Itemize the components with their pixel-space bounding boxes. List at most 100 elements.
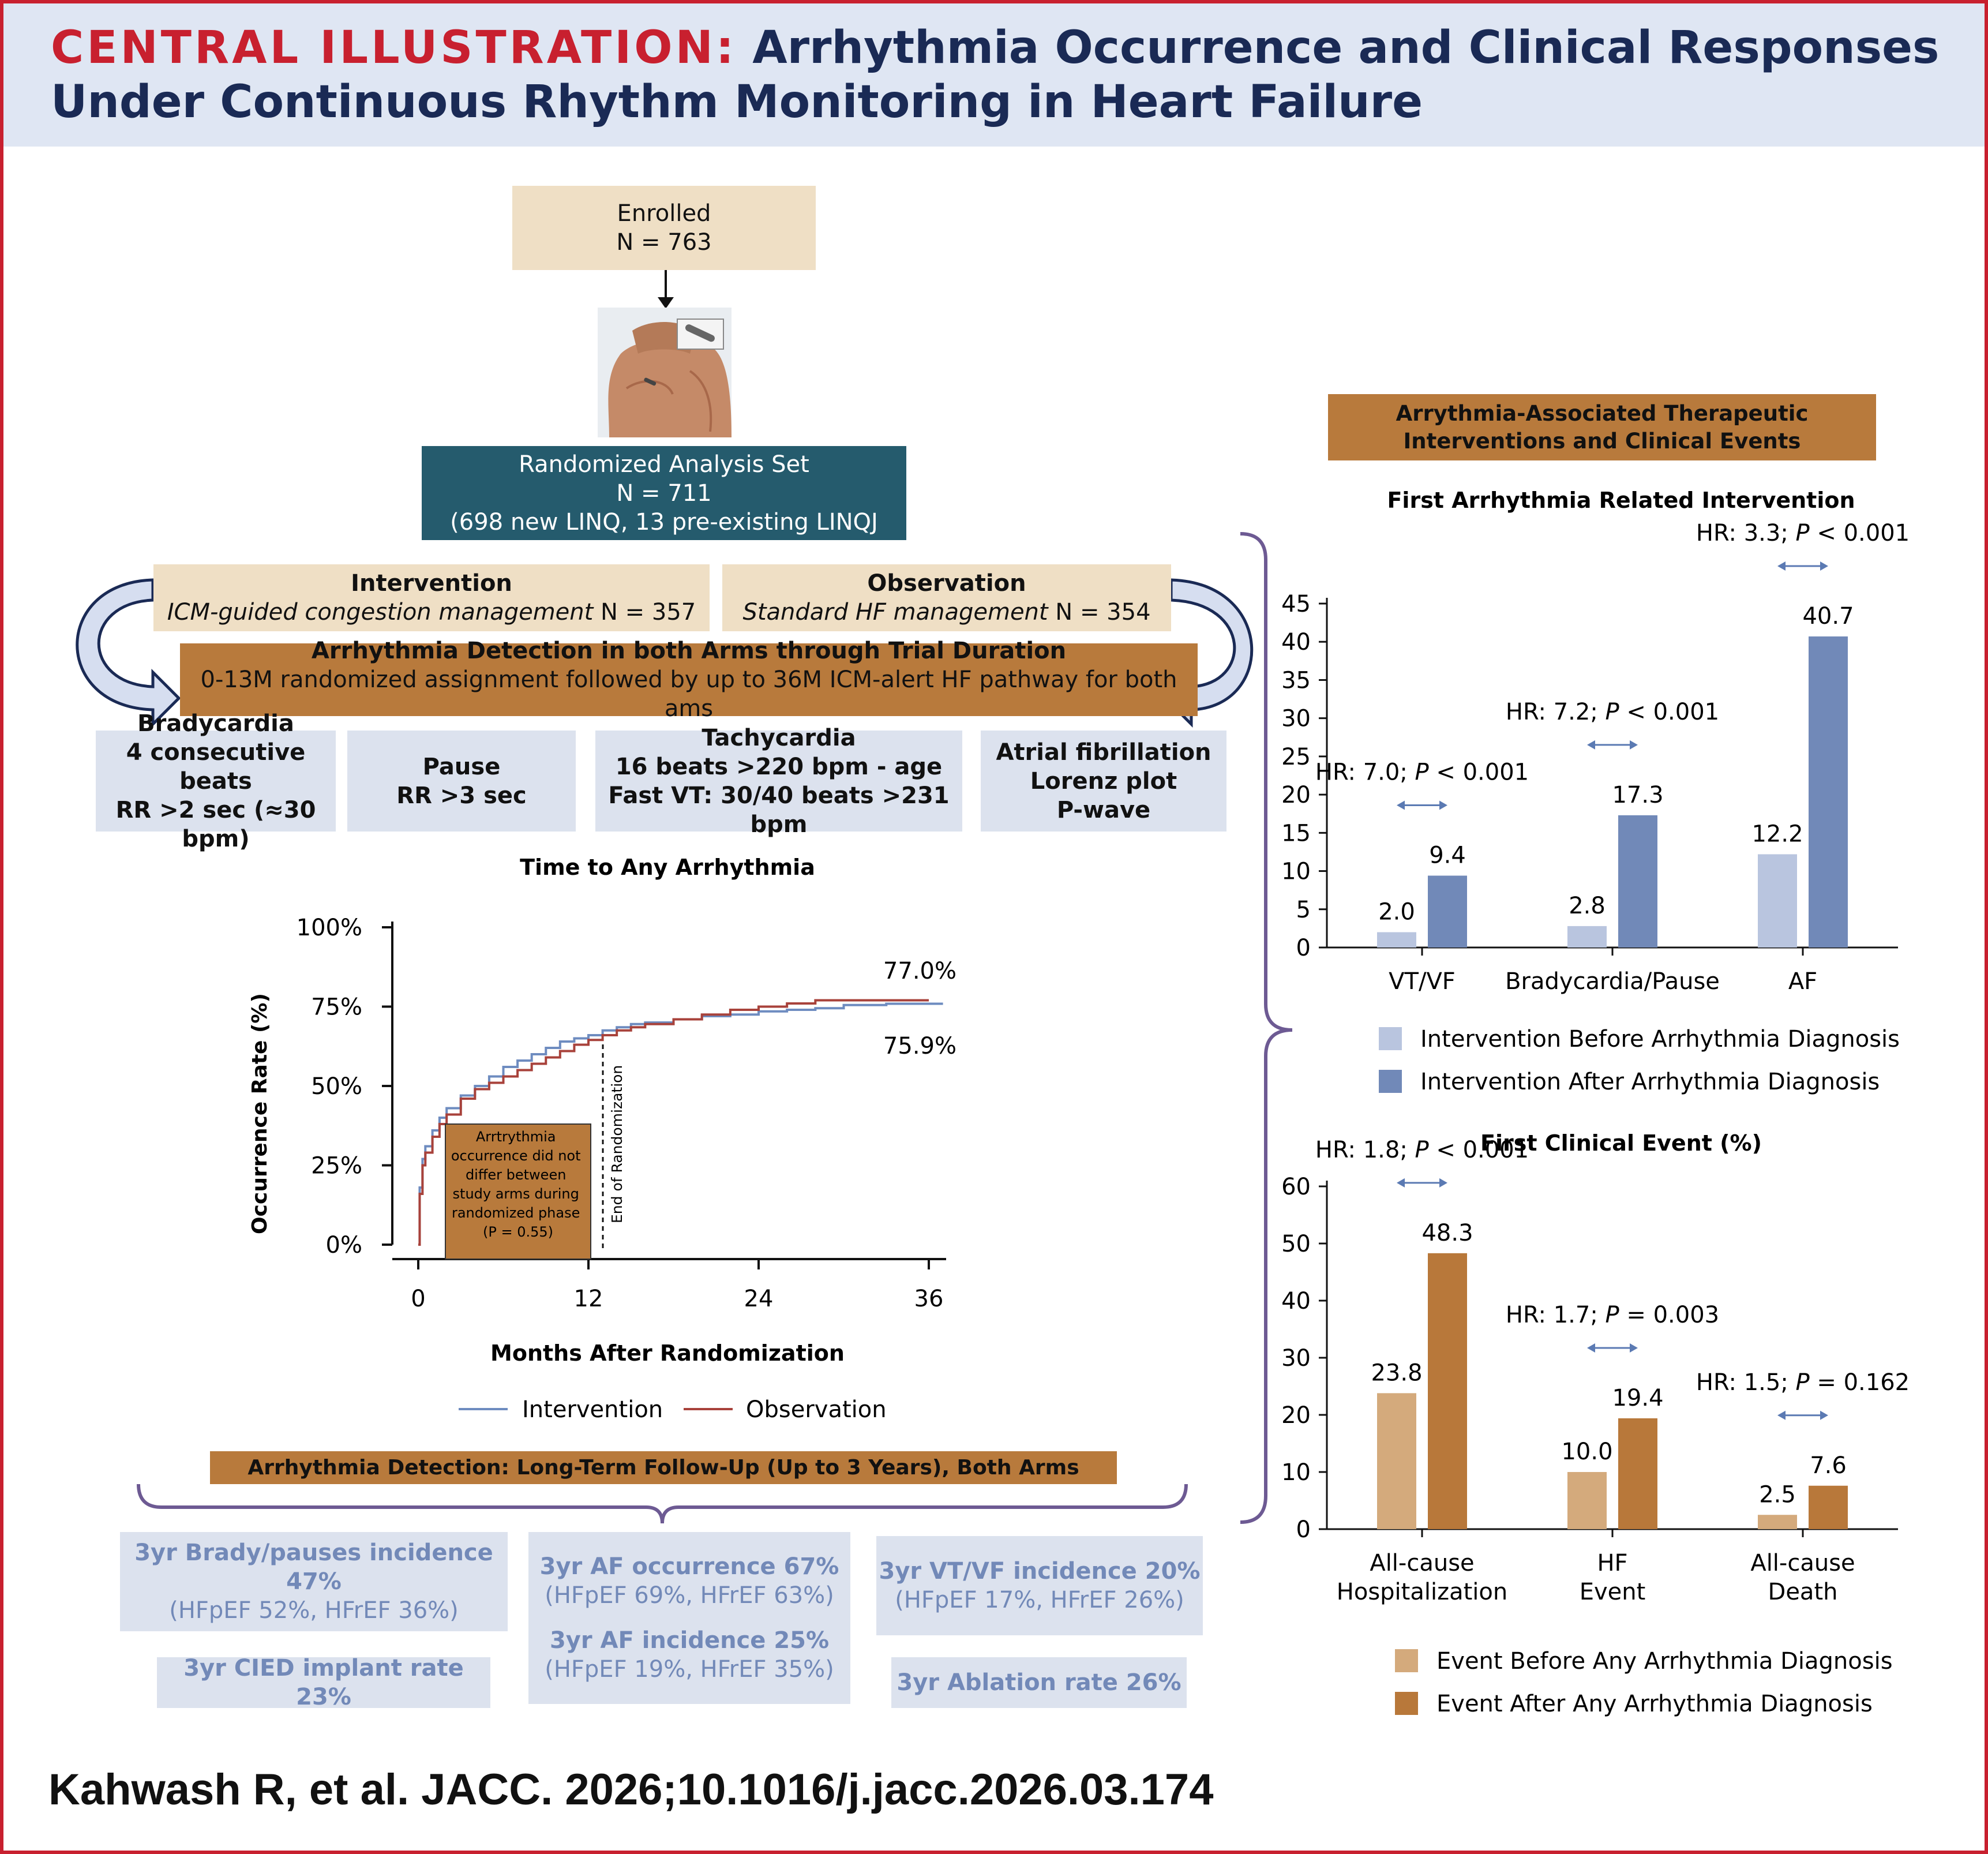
bar-before <box>1377 1393 1416 1529</box>
bar-category-label: Hospitalization <box>1337 1579 1507 1605</box>
bar-chart-title: First Arrhythmia Related Intervention <box>1387 488 1855 513</box>
enrolled-n: N = 763 <box>616 229 712 256</box>
bar-after <box>1428 875 1467 947</box>
legend-intervention-label: Intervention <box>522 1396 663 1423</box>
citation: Kahwash R, et al. JACC. 2026;10.1016/j.j… <box>48 1765 1214 1814</box>
bar-y-tick-label: 20 <box>1281 1402 1311 1429</box>
hr-arrow-left-head <box>1777 561 1786 571</box>
bar-value-label: 9.4 <box>1429 842 1466 869</box>
enrolled-box: Enrolled N = 763 <box>512 186 816 270</box>
legend-label: Intervention Before Arrhythmia Diagnosis <box>1420 1026 1900 1053</box>
longterm-bracket <box>137 1484 1188 1524</box>
bar-category-label: AF <box>1788 968 1817 995</box>
af-box: 3yr AF occurrence 67% (HFpEF 69%, HFrEF … <box>528 1532 850 1704</box>
bar-y-tick-label: 50 <box>1281 1231 1311 1257</box>
page-title: CENTRAL ILLUSTRATION: Arrhythmia Occurre… <box>51 21 1955 129</box>
bar-y-tick-label: 30 <box>1281 706 1311 732</box>
criteria-bradycardia: Bradycardia 4 consecutive beats RR >2 se… <box>96 710 336 852</box>
km-note-line-3: differ between <box>466 1167 566 1183</box>
bar-category-label: All-cause <box>1750 1550 1855 1576</box>
km-y-tick-label: 0% <box>326 1232 362 1259</box>
bar-y-tick-label: 35 <box>1281 667 1311 694</box>
brady-incidence-title: 3yr Brady/pauses incidence 47% <box>134 1540 493 1595</box>
bar-y-tick-label: 0 <box>1296 935 1311 961</box>
km-note-line-1: Arrtrythmia <box>476 1129 556 1145</box>
km-chart: Time to Any Arrhythmia Occurrence Rate (… <box>248 855 957 1423</box>
criteria-af-line1: Lorenz plot <box>1030 767 1177 795</box>
km-y-tick-label: 25% <box>311 1153 362 1179</box>
intervention-bar-chart: First Arrhythmia Related Intervention 0 5 1… <box>1281 488 1910 1095</box>
km-x-tick-label: 0 <box>411 1286 425 1312</box>
detection-title: Arrhythmia Detection in both Arms throug… <box>311 638 1067 664</box>
legend-label: Event Before Any Arrhythmia Diagnosis <box>1436 1648 1893 1675</box>
intervention-arm-n: N = 357 <box>593 599 696 626</box>
hr-label: HR: 7.0; P < 0.001 <box>1315 759 1529 786</box>
bar-value-label: 48.3 <box>1421 1220 1473 1246</box>
bar-before <box>1758 1515 1797 1529</box>
right-panel-header-line2: Interventions and Clinical Events <box>1403 428 1801 454</box>
criteria-af-title: Atrial fibrillation <box>996 739 1211 766</box>
bar-y-tick-label: 30 <box>1281 1345 1311 1372</box>
randomized-title: Randomized Analysis Set <box>519 451 809 478</box>
legend-swatch <box>1395 1649 1418 1672</box>
central-illustration-label: CENTRAL ILLUSTRATION: <box>51 22 737 74</box>
randomized-n: N = 711 <box>616 480 712 507</box>
cycle-arrow-left-icon <box>76 578 181 728</box>
brady-incidence-sub: (HFpEF 52%, HFrEF 36%) <box>169 1597 459 1624</box>
criteria-bradycardia-line1: 4 consecutive beats <box>126 739 306 795</box>
right-panel-header: Arrythmia-Associated Therapeutic Interve… <box>1328 394 1876 460</box>
km-ylabel: Occurrence Rate (%) <box>248 993 272 1234</box>
vt-incidence-title: 3yr VT/VF incidence 20% <box>879 1558 1201 1585</box>
bar-before <box>1567 926 1607 947</box>
hr-arrow-left-head <box>1397 800 1405 810</box>
observation-arm-desc: Standard HF management <box>742 599 1048 626</box>
longterm-title: Arrhythmia Detection: Long-Term Follow-U… <box>247 1456 1079 1480</box>
bar-value-label: 7.6 <box>1810 1452 1847 1479</box>
header-banner <box>3 3 1985 147</box>
observation-arm-box: Observation Standard HF management N = 3… <box>722 564 1171 631</box>
hr-arrow-right-head <box>1820 561 1828 571</box>
criteria-af-line2: P-wave <box>1056 796 1151 823</box>
bar-value-label: 40.7 <box>1802 603 1854 630</box>
longterm-title-box: Arrhythmia Detection: Long-Term Follow-U… <box>210 1451 1117 1484</box>
intervention-arm-desc: ICM-guided congestion management <box>167 599 594 626</box>
bar-y-tick-label: 15 <box>1281 820 1311 847</box>
criteria-tachycardia-line2: Fast VT: 30/40 beats >231 bpm <box>608 782 950 838</box>
af-occurrence-title: 3yr AF occurrence 67% <box>539 1553 839 1580</box>
km-lines <box>418 999 943 1246</box>
bar-value-label: 2.0 <box>1378 899 1415 926</box>
cied-rate: 3yr CIED implant rate 23% <box>183 1655 464 1710</box>
km-y-tick-label: 75% <box>311 994 362 1021</box>
criteria-af: Atrial fibrillation Lorenz plot P-wave <box>981 731 1226 832</box>
bar-after <box>1618 1418 1657 1529</box>
bar-value-label: 12.2 <box>1751 821 1803 847</box>
hr-arrow-left-head <box>1397 1178 1405 1188</box>
bar-category-label: Death <box>1768 1579 1838 1605</box>
km-y-tick-label: 50% <box>311 1073 362 1100</box>
hr-arrow-right-head <box>1630 1343 1638 1353</box>
clinical-event-bar-chart: First Clinical Event (%) 0 10 20 30 40 50 60 All… <box>1281 1130 1910 1717</box>
bar-y-tick-label: 60 <box>1281 1174 1311 1200</box>
legend-label: Event After Any Arrhythmia Diagnosis <box>1436 1691 1873 1717</box>
criteria-pause: Pause RR >3 sec <box>347 731 576 832</box>
bar-value-label: 17.3 <box>1612 782 1663 808</box>
bar-before <box>1567 1472 1607 1529</box>
af-incidence-sub: (HFpEF 19%, HFrEF 35%) <box>545 1656 834 1683</box>
intervention-arm-box: Intervention ICM-guided congestion manag… <box>153 564 710 631</box>
enroll-arrow-head <box>658 297 674 309</box>
bar-before <box>1758 854 1797 947</box>
bar-category-label: HF <box>1597 1550 1627 1576</box>
km-line-observation <box>418 999 929 1246</box>
km-x-tick-label: 12 <box>574 1286 603 1312</box>
bar-category-label: All-cause <box>1370 1550 1474 1576</box>
cied-box: 3yr CIED implant rate 23% <box>157 1655 490 1710</box>
bar-after <box>1809 1485 1848 1529</box>
bar-after <box>1809 636 1848 947</box>
hr-label: HR: 1.7; P = 0.003 <box>1506 1302 1719 1328</box>
hr-arrow-right-head <box>1630 740 1638 750</box>
randomized-detail: (698 new LINQ, 13 pre-existing LINQJ <box>450 508 878 535</box>
bar-after <box>1428 1253 1467 1529</box>
ablation-box: 3yr Ablation rate 26% <box>891 1657 1187 1708</box>
bar-y-tick-label: 20 <box>1281 782 1311 808</box>
